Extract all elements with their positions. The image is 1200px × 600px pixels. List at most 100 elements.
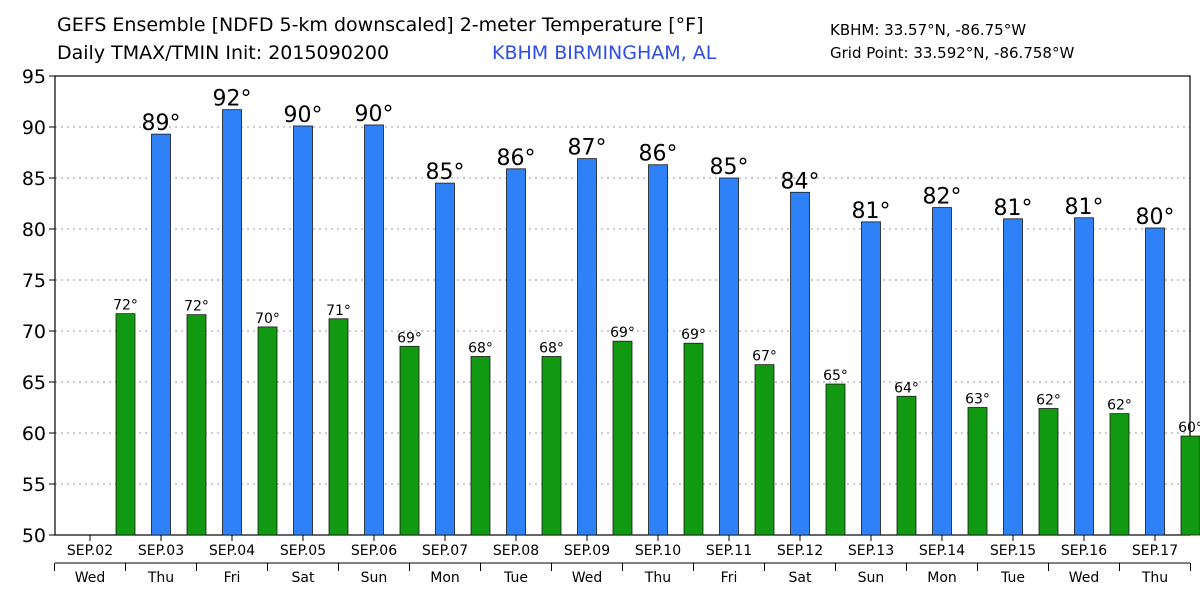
x-weekday-label: Mon xyxy=(927,570,957,586)
data-label: 90° xyxy=(284,103,323,128)
data-label: 81° xyxy=(1065,195,1104,220)
data-label: 85° xyxy=(426,160,465,185)
x-weekday-label: Tue xyxy=(1000,570,1025,586)
bar xyxy=(399,345,420,536)
bar xyxy=(825,383,846,536)
data-label: 84° xyxy=(781,169,820,194)
station-name: KBHM BIRMINGHAM, AL xyxy=(492,42,717,64)
bar xyxy=(932,207,952,536)
bar xyxy=(896,395,917,536)
bar xyxy=(683,342,704,536)
data-label: 86° xyxy=(639,142,678,167)
data-label: 62° xyxy=(1107,398,1132,414)
grid-point-coordinates: Grid Point: 33.592°N, -86.758°W xyxy=(830,44,1075,62)
x-date-label: SEP.13 xyxy=(848,543,894,559)
y-tick-label: 75 xyxy=(22,270,46,292)
data-label: 72° xyxy=(184,299,209,315)
data-label: 68° xyxy=(539,341,564,357)
x-date-label: SEP.04 xyxy=(209,543,255,559)
x-date-label: SEP.11 xyxy=(706,543,752,559)
x-weekday-label: Wed xyxy=(75,570,106,586)
bar xyxy=(222,109,242,536)
bar xyxy=(1003,218,1023,536)
y-tick-label: 90 xyxy=(22,117,46,139)
bar xyxy=(1074,217,1094,536)
x-date-label: SEP.16 xyxy=(1061,543,1107,559)
x-weekday-label: Sat xyxy=(789,570,812,586)
bar xyxy=(1145,227,1165,536)
x-weekday-label: Sun xyxy=(858,570,885,586)
data-label: 71° xyxy=(326,303,351,319)
data-label: 92° xyxy=(213,87,252,112)
data-label: 72° xyxy=(113,298,138,314)
bar xyxy=(754,364,775,536)
x-date-label: SEP.09 xyxy=(564,543,610,559)
data-label: 89° xyxy=(142,111,181,136)
x-weekday-label: Sat xyxy=(292,570,315,586)
bar xyxy=(577,158,597,536)
bar xyxy=(1109,413,1130,536)
x-weekday-label: Wed xyxy=(1069,570,1100,586)
x-date-label: SEP.03 xyxy=(138,543,184,559)
x-date-label: SEP.02 xyxy=(67,543,113,559)
x-date-label: SEP.10 xyxy=(635,543,681,559)
y-tick-label: 60 xyxy=(22,423,46,445)
data-label: 67° xyxy=(752,349,777,365)
x-weekday-label: Mon xyxy=(430,570,460,586)
y-tick-label: 85 xyxy=(22,168,46,190)
x-date-label: SEP.05 xyxy=(280,543,326,559)
x-date-label: SEP.07 xyxy=(422,543,468,559)
data-label: 69° xyxy=(681,327,706,343)
bar xyxy=(470,356,491,536)
x-date-label: SEP.14 xyxy=(919,543,965,559)
x-weekday-label: Fri xyxy=(224,570,241,586)
y-tick-label: 70 xyxy=(22,321,46,343)
data-label: 69° xyxy=(397,330,422,346)
x-date-label: SEP.06 xyxy=(351,543,397,559)
bar xyxy=(115,313,136,536)
bar xyxy=(257,326,278,536)
x-weekday-label: Sun xyxy=(361,570,388,586)
data-label: 68° xyxy=(468,341,493,357)
x-date-label: SEP.15 xyxy=(990,543,1036,559)
x-weekday-label: Thu xyxy=(644,570,671,586)
bar xyxy=(967,407,988,536)
bar xyxy=(186,314,207,536)
y-tick-label: 80 xyxy=(22,219,46,241)
x-date-label: SEP.12 xyxy=(777,543,823,559)
chart-subtitle: Daily TMAX/TMIN Init: 2015090200 xyxy=(57,42,390,64)
x-weekday-label: Wed xyxy=(572,570,603,586)
data-label: 82° xyxy=(923,185,962,210)
data-label: 81° xyxy=(994,196,1033,221)
y-tick-label: 50 xyxy=(22,525,46,547)
data-label: 60° xyxy=(1178,420,1200,436)
data-label: 69° xyxy=(610,325,635,341)
data-label: 81° xyxy=(852,199,891,224)
bar xyxy=(541,356,562,536)
bar xyxy=(790,191,810,536)
y-tick-label: 65 xyxy=(22,372,46,394)
data-label: 86° xyxy=(497,146,536,171)
y-tick-label: 95 xyxy=(22,66,46,88)
data-label: 70° xyxy=(255,311,280,327)
bar xyxy=(151,133,171,536)
bar xyxy=(719,177,739,536)
bar xyxy=(328,318,349,536)
chart-title: GEFS Ensemble [NDFD 5-km downscaled] 2-m… xyxy=(57,14,704,36)
bar xyxy=(861,221,881,536)
bar xyxy=(1180,435,1200,536)
x-weekday-label: Thu xyxy=(1141,570,1168,586)
x-weekday-label: Tue xyxy=(503,570,528,586)
bar xyxy=(612,340,633,536)
data-label: 64° xyxy=(894,380,919,396)
data-label: 62° xyxy=(1036,393,1061,409)
x-weekday-label: Fri xyxy=(721,570,738,586)
bar xyxy=(364,124,384,536)
data-label: 63° xyxy=(965,392,990,408)
station-coordinates: KBHM: 33.57°N, -86.75°W xyxy=(830,21,1027,39)
x-date-label: SEP.17 xyxy=(1132,543,1178,559)
bar xyxy=(1038,408,1059,536)
y-tick-label: 55 xyxy=(22,474,46,496)
bar xyxy=(648,164,668,536)
